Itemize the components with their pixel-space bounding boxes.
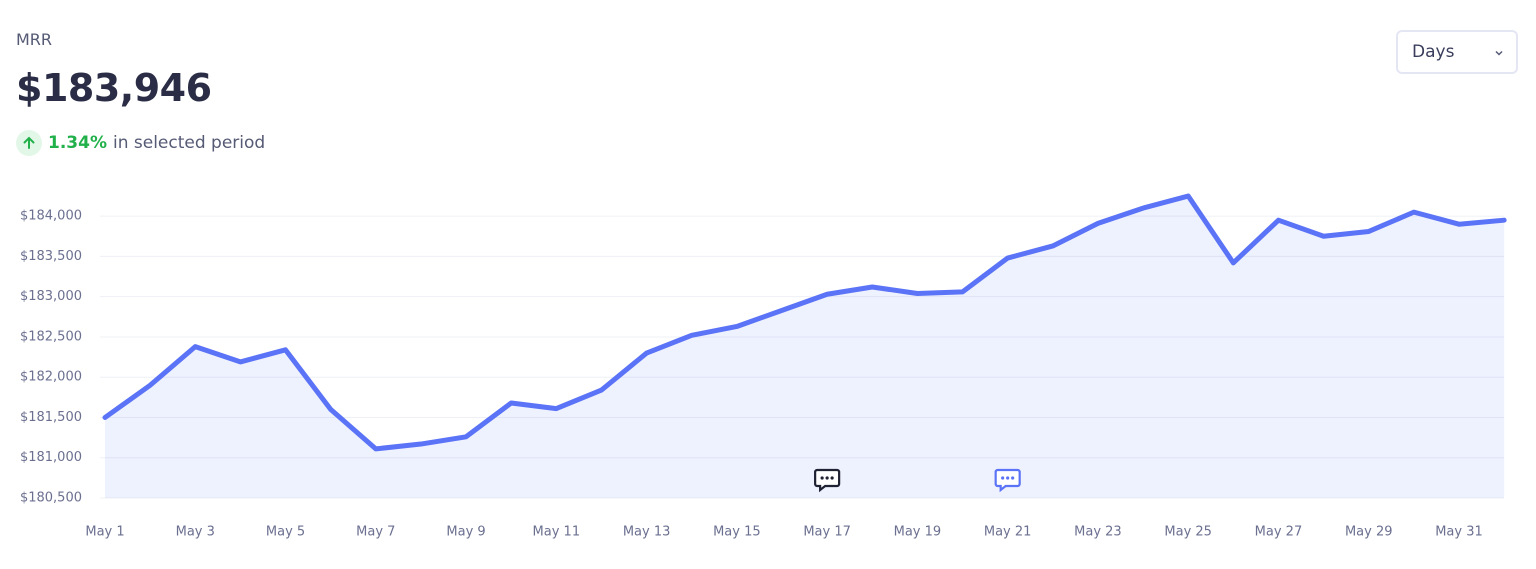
comment-dot [1011,476,1015,480]
x-tick-label: May 29 [1345,525,1393,540]
x-tick-label: May 25 [1164,525,1212,540]
y-tick-label: $183,500 [20,249,82,264]
x-tick-label: May 5 [266,525,305,540]
y-tick-label: $181,000 [20,450,82,465]
change-percent: 1.34% [48,133,107,153]
x-tick-label: May 3 [176,525,215,540]
period-value: Days [1412,42,1455,62]
line [102,193,1507,452]
area [105,196,1505,499]
y-tick-label: $183,000 [20,289,82,304]
change-text: in selected period [112,133,266,153]
y-tick-label: $181,500 [20,410,82,425]
x-tick-label: May 27 [1255,525,1303,540]
comment-dot [1001,476,1005,480]
y-tick-label: $182,000 [20,370,82,385]
up-icon [16,130,42,156]
x-tick-label: May 17 [803,525,851,540]
x-tick-label: May 23 [1074,525,1122,540]
metric-value: $183,946 [16,66,212,110]
x-tick-label: May 11 [533,525,581,540]
metric-label: MRR [16,30,53,49]
period-select[interactable]: Days [1396,30,1518,74]
comment-dot [820,476,824,480]
y-tick-label: $184,000 [20,209,82,224]
change-row: 1.34% in selected period [16,130,265,156]
y-tick-label: $180,500 [20,491,82,506]
x-tick-label: May 13 [623,525,671,540]
comment-bubble [814,468,841,493]
comment-dot [830,476,834,480]
x-tick-label: May 1 [85,525,124,540]
x-tick-label: May 15 [713,525,761,540]
x-tick-label: May 31 [1435,525,1483,540]
chevron [1495,50,1503,56]
comment-dot [825,476,829,480]
comment-icon [814,468,841,493]
comment-bubble [994,468,1021,493]
x-tick-label: May 19 [894,525,942,540]
comment-dot [1006,476,1010,480]
y-tick-label: $182,500 [20,329,82,344]
x-tick-label: May 21 [984,525,1032,540]
x-tick-label: May 7 [356,525,395,540]
x-tick-label: May 9 [446,525,485,540]
comment-icon [994,468,1021,493]
